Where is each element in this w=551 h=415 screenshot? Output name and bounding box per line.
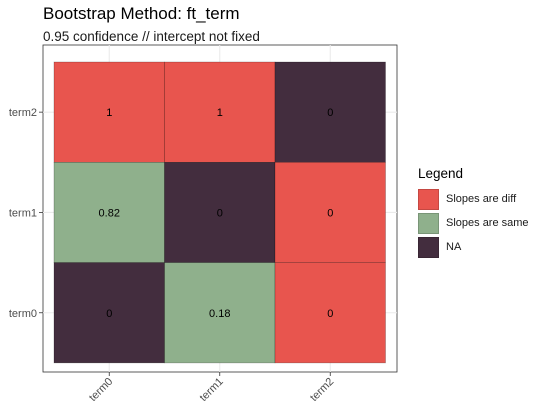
legend-label-na: NA	[446, 241, 462, 253]
legend: Legend Slopes are diff Slopes are same N…	[418, 166, 529, 259]
legend-label-diff: Slopes are diff	[446, 193, 517, 205]
x-tick-label: term1	[197, 376, 225, 404]
heatmap-cell	[274, 162, 386, 263]
x-tick-label: term2	[308, 376, 336, 404]
legend-key-na	[418, 236, 439, 258]
heatmap-cell	[53, 162, 165, 263]
chart-subtitle: 0.95 confidence // intercept not fixed	[43, 29, 260, 44]
legend-item-diff: Slopes are diff	[418, 187, 529, 211]
legend-key-same	[418, 212, 439, 234]
cell-value-label: 0.82	[99, 207, 120, 219]
x-tick-label: term0	[87, 376, 115, 404]
cell-value-label: 0.18	[209, 308, 230, 320]
heatmap-cell	[53, 61, 165, 163]
cell-value-label: 0	[327, 308, 333, 320]
heatmap-cell	[53, 262, 165, 364]
legend-label-same: Slopes are same	[446, 217, 529, 229]
legend-key-diff	[418, 188, 439, 210]
heatmap-cell	[164, 262, 276, 364]
legend-item-na: NA	[418, 235, 529, 259]
y-tick-label: term1	[9, 207, 37, 219]
heatmap-cell	[274, 262, 386, 364]
heatmap-cell	[274, 61, 386, 163]
cell-value-label: 0	[217, 207, 223, 219]
y-tick-label: term0	[9, 308, 37, 320]
cell-value-label: 1	[217, 107, 223, 119]
cell-value-label: 0	[327, 207, 333, 219]
legend-item-same: Slopes are same	[418, 211, 529, 235]
cell-value-label: 0	[106, 308, 112, 320]
chart-title: Bootstrap Method: ft_term	[43, 4, 240, 23]
cell-value-label: 1	[106, 107, 112, 119]
y-tick-label: term2	[9, 107, 37, 119]
legend-title: Legend	[418, 166, 464, 181]
cell-value-label: 0	[327, 107, 333, 119]
